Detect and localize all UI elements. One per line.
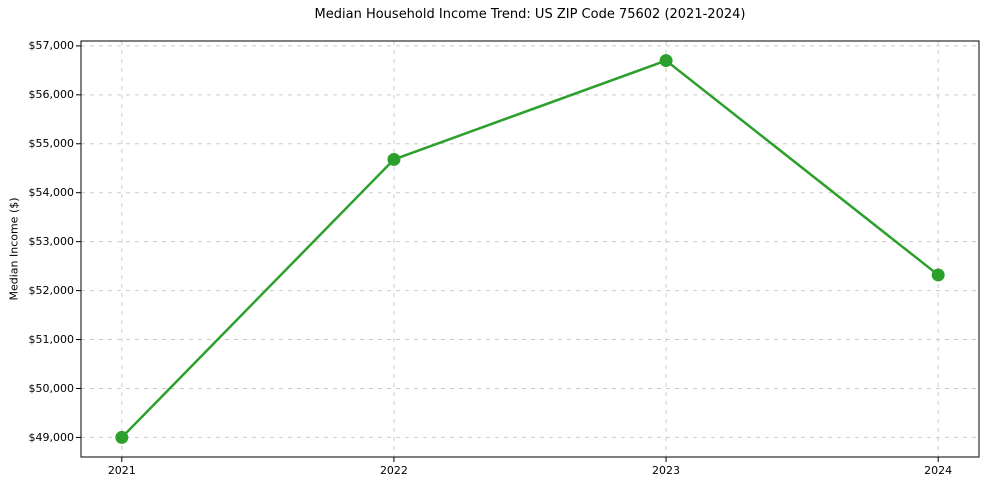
data-point-2024: [931, 268, 945, 282]
data-point-2021: [115, 430, 129, 444]
plot-border: [80, 40, 980, 458]
chart-title: Median Household Income Trend: US ZIP Co…: [314, 7, 746, 22]
data-point-2022: [387, 152, 401, 166]
data-point-2023: [659, 54, 673, 68]
trend-line: [120, 59, 940, 439]
